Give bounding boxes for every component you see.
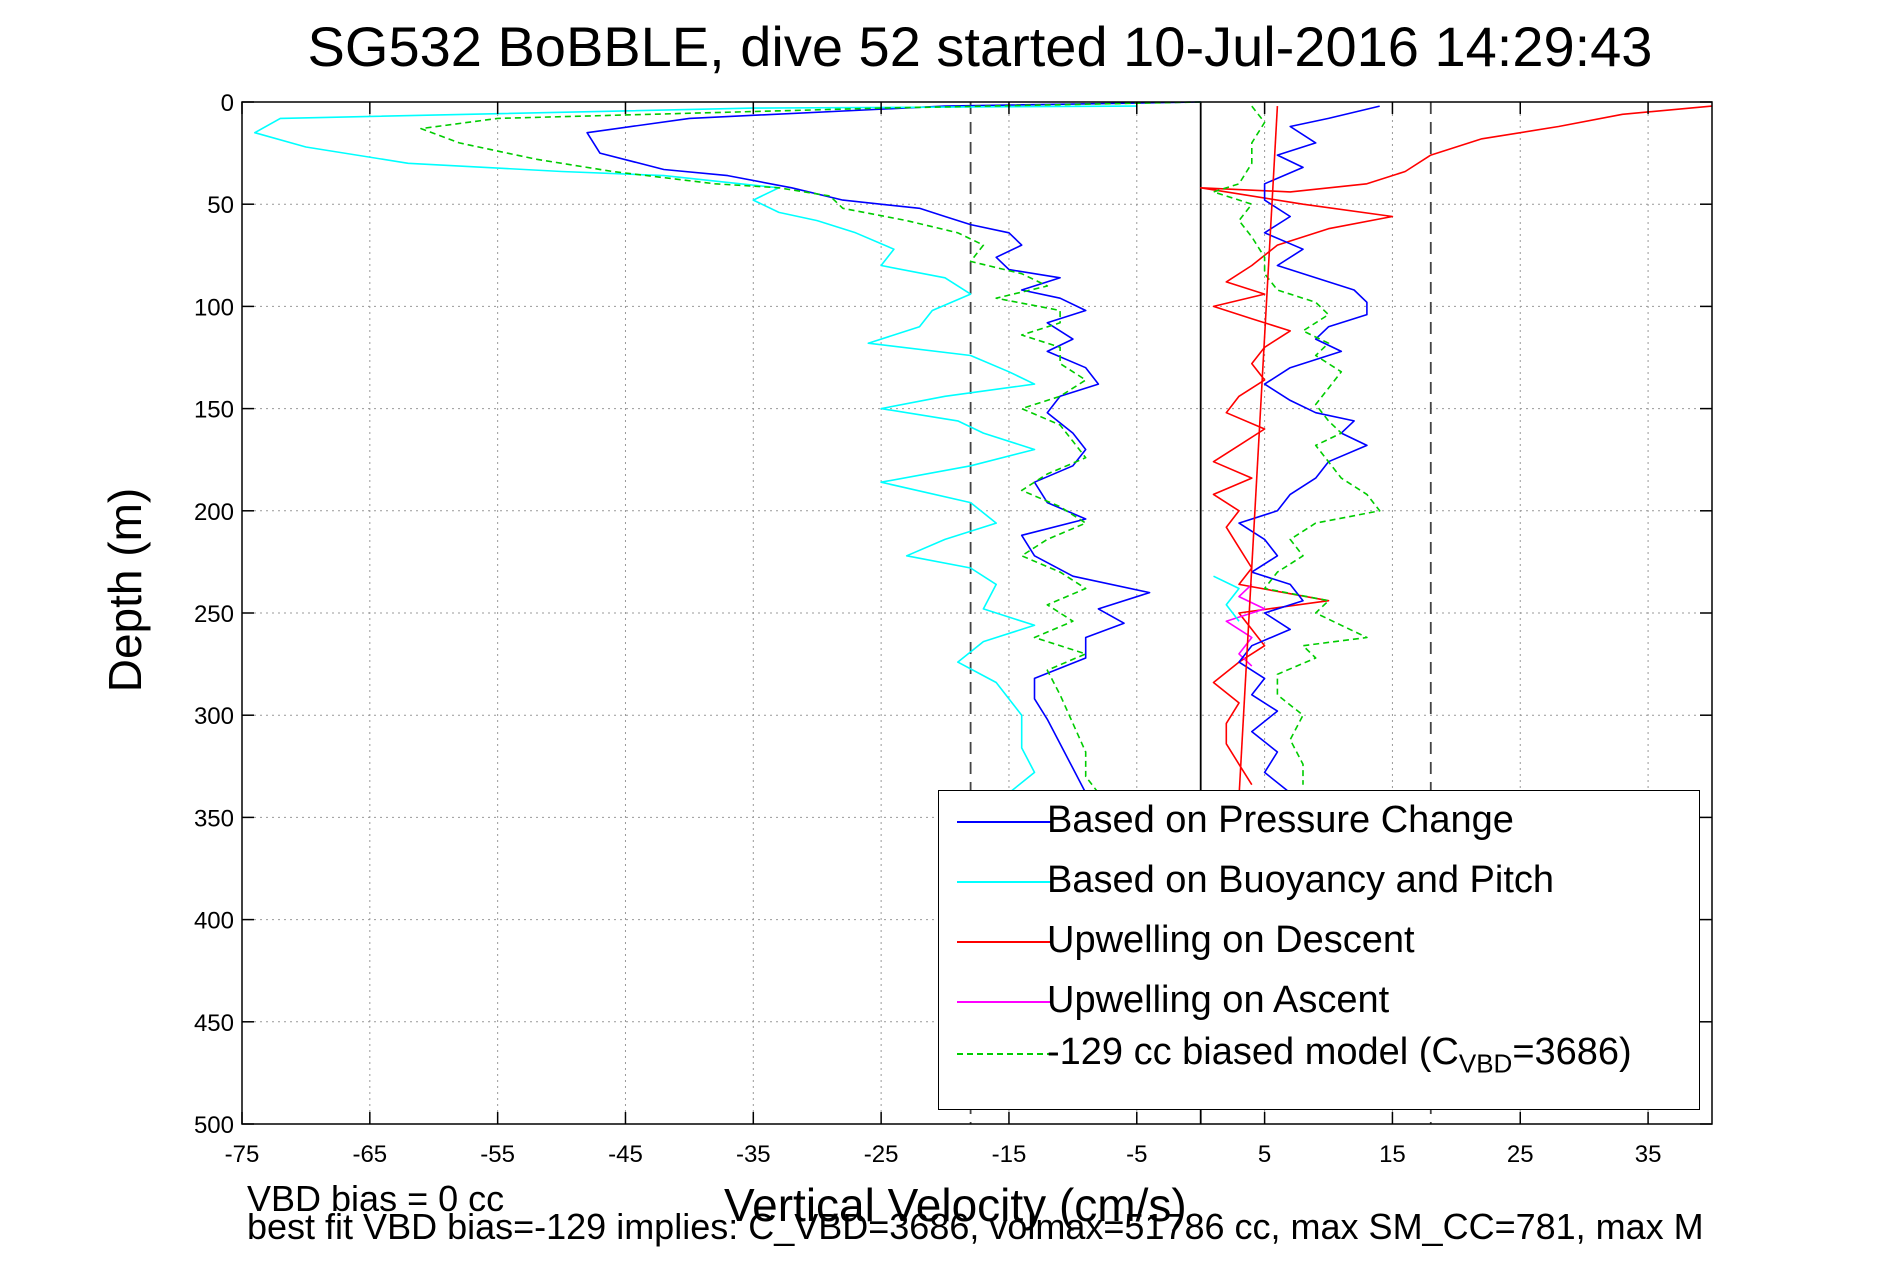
legend-label-ascent: Upwelling on Ascent <box>1047 979 1390 1021</box>
legend-item-descent: Upwelling on Descent <box>939 911 1699 971</box>
y-tick-label: 300 <box>194 703 234 730</box>
series-line <box>254 105 1137 794</box>
legend-swatch-model <box>957 1053 1053 1055</box>
x-tick-label: -75 <box>225 1141 260 1168</box>
series-line <box>1212 105 1381 785</box>
legend-swatch-ascent <box>957 1001 1053 1003</box>
series-line <box>1213 575 1240 622</box>
y-tick-label: 450 <box>194 1010 234 1037</box>
axis-ticks: -75 -65 -55 -45 -35 -25 -15 -5 5 15 25 350501001502… <box>194 90 1712 1168</box>
y-tick-label: 400 <box>194 908 234 935</box>
x-tick-label: 35 <box>1635 1141 1662 1168</box>
y-tick-label: 200 <box>194 499 234 526</box>
legend-swatch-pressure <box>957 821 1053 823</box>
legend-label-model-sub: VBD <box>1458 1048 1513 1079</box>
x-tick-label: -55 <box>480 1141 515 1168</box>
y-axis-label: Depth (m) <box>99 487 151 693</box>
y-tick-label: 150 <box>194 397 234 424</box>
x-tick-label: -35 <box>736 1141 771 1168</box>
legend-item-buoyancy: Based on Buoyancy and Pitch <box>939 851 1699 911</box>
y-tick-label: 50 <box>207 192 234 219</box>
x-tick-label: -65 <box>352 1141 387 1168</box>
series-line <box>420 101 1201 794</box>
x-tick-label: -45 <box>608 1141 643 1168</box>
series-line <box>586 101 1201 794</box>
series-line <box>1199 105 1713 786</box>
x-tick-label: -15 <box>992 1141 1027 1168</box>
series-line <box>1238 106 1279 798</box>
y-tick-label: 100 <box>194 294 234 321</box>
x-axis-label: Vertical Velocity (cm/s) <box>724 1179 1187 1231</box>
legend-label-model: -129 cc biased model (CVBD=3686) <box>1047 1031 1632 1080</box>
series-line <box>1225 583 1266 667</box>
y-tick-label: 500 <box>194 1112 234 1139</box>
legend-swatch-descent <box>957 941 1053 943</box>
y-tick-label: 0 <box>221 90 234 117</box>
legend-item-pressure: Based on Pressure Change <box>939 791 1699 851</box>
best-fit-note: best fit VBD bias=-129 implies: C_VBD=36… <box>247 1206 1704 1247</box>
chart-title: SG532 BoBBLE, dive 52 started 10-Jul-201… <box>307 15 1653 78</box>
y-tick-label: 250 <box>194 601 234 628</box>
x-tick-label: 15 <box>1379 1141 1406 1168</box>
y-tick-label: 350 <box>194 805 234 832</box>
x-tick-label: 25 <box>1507 1141 1534 1168</box>
data-series <box>254 101 1713 798</box>
x-tick-label: 5 <box>1258 1141 1271 1168</box>
legend-label-pressure: Based on Pressure Change <box>1047 799 1514 841</box>
x-tick-label: -5 <box>1126 1141 1147 1168</box>
legend-label-buoyancy: Based on Buoyancy and Pitch <box>1047 859 1555 901</box>
legend-label-model-main: -129 cc biased model (C <box>1047 1031 1459 1073</box>
series-line <box>1238 105 1380 794</box>
legend-label-descent: Upwelling on Descent <box>1047 919 1415 961</box>
vbd-bias-note: VBD bias = 0 cc <box>247 1178 505 1219</box>
legend-label-model-end: =3686) <box>1512 1031 1632 1073</box>
legend: Based on Pressure Change Based on Buoyan… <box>938 790 1700 1110</box>
x-tick-label: -25 <box>864 1141 899 1168</box>
legend-item-model: -129 cc biased model (CVBD=3686) <box>939 1023 1699 1083</box>
legend-item-ascent: Upwelling on Ascent <box>939 971 1699 1031</box>
legend-swatch-buoyancy <box>957 881 1053 883</box>
